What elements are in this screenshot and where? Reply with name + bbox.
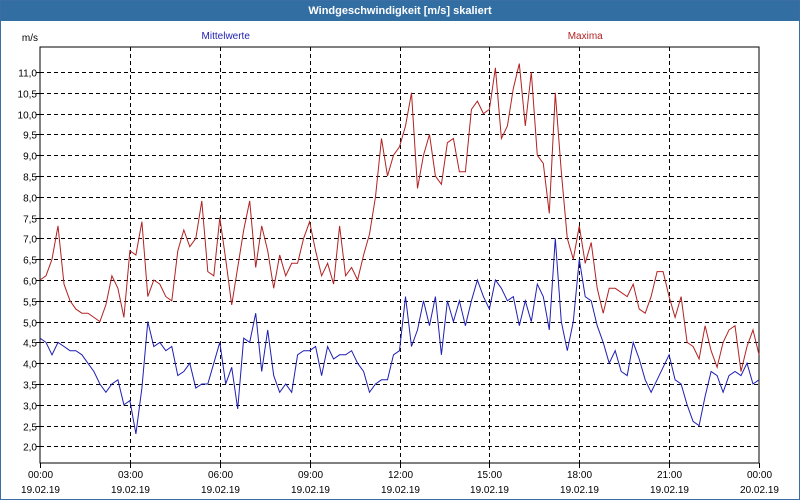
y-tick-label: 3,0 bbox=[23, 402, 37, 413]
x-tick-date-label: 19.02.19 bbox=[470, 485, 509, 496]
y-tick-label: 9,5 bbox=[23, 131, 37, 142]
y-tick-label: 10,0 bbox=[18, 111, 38, 122]
x-tick-date-label: 19.02.19 bbox=[560, 485, 599, 496]
y-tick-label: 5,5 bbox=[23, 298, 37, 309]
y-tick-label: 11,0 bbox=[18, 69, 37, 80]
legend-mittelwerte: Mittelwerte bbox=[202, 31, 251, 42]
y-tick-label: 4,5 bbox=[23, 339, 37, 350]
y-tick-label: 2,0 bbox=[23, 443, 37, 454]
y-tick-label: 10,5 bbox=[18, 90, 38, 101]
series-line-mittelwerte bbox=[39, 238, 760, 434]
x-tick-time-label: 06:00 bbox=[208, 470, 233, 481]
x-tick-time-label: 18:00 bbox=[567, 470, 592, 481]
line-chart: 2,0 2,5 3,0 3,5 4,0 4,5 5,0 5,5 6,0 6,5 7,0 7,5 8,0 8… bbox=[18, 31, 780, 496]
x-tick-date-label: 19.02.19 bbox=[381, 485, 420, 496]
x-tick-time-label: 21:00 bbox=[657, 470, 682, 481]
x-tick-date-label: 19.02.19 bbox=[111, 485, 150, 496]
window-title: Windgeschwindigkeit [m/s] skaliert bbox=[1, 1, 799, 21]
y-tick-label: 6,0 bbox=[23, 277, 37, 288]
x-tick-time-label: 15:00 bbox=[477, 470, 502, 481]
y-tick-label: 7,5 bbox=[23, 215, 37, 226]
y-tick-label: 2,5 bbox=[23, 423, 37, 434]
x-tick-date-label: 19.02.19 bbox=[291, 485, 330, 496]
x-tick-date-label: 19.02.19 bbox=[21, 485, 60, 496]
legend-maxima: Maxima bbox=[568, 31, 603, 42]
series-line-maxima bbox=[39, 63, 760, 372]
x-tick-date-label: 19.02.19 bbox=[650, 485, 689, 496]
plot-area bbox=[39, 46, 760, 464]
y-tick-label: 9,0 bbox=[23, 152, 37, 163]
y-axis-label: m/s bbox=[22, 33, 38, 44]
x-tick-time-label: 00:00 bbox=[28, 470, 53, 481]
y-tick-label: 3,5 bbox=[23, 381, 37, 392]
y-tick-label: 7,0 bbox=[23, 235, 37, 246]
y-tick-label: 4,0 bbox=[23, 360, 37, 371]
x-tick-time-label: 09:00 bbox=[298, 470, 323, 481]
y-tick-label: 6,5 bbox=[23, 256, 37, 267]
y-tick-label: 5,0 bbox=[23, 319, 37, 330]
x-tick-date-label: 20.02.19 bbox=[740, 485, 779, 496]
x-tick-time-label: 00:00 bbox=[747, 470, 772, 481]
x-tick-time-label: 12:00 bbox=[388, 470, 413, 481]
y-tick-label: 8,5 bbox=[23, 173, 37, 184]
x-tick-time-label: 03:00 bbox=[118, 470, 143, 481]
x-tick-date-label: 19.02.19 bbox=[201, 485, 240, 496]
y-tick-label: 8,0 bbox=[23, 194, 37, 205]
